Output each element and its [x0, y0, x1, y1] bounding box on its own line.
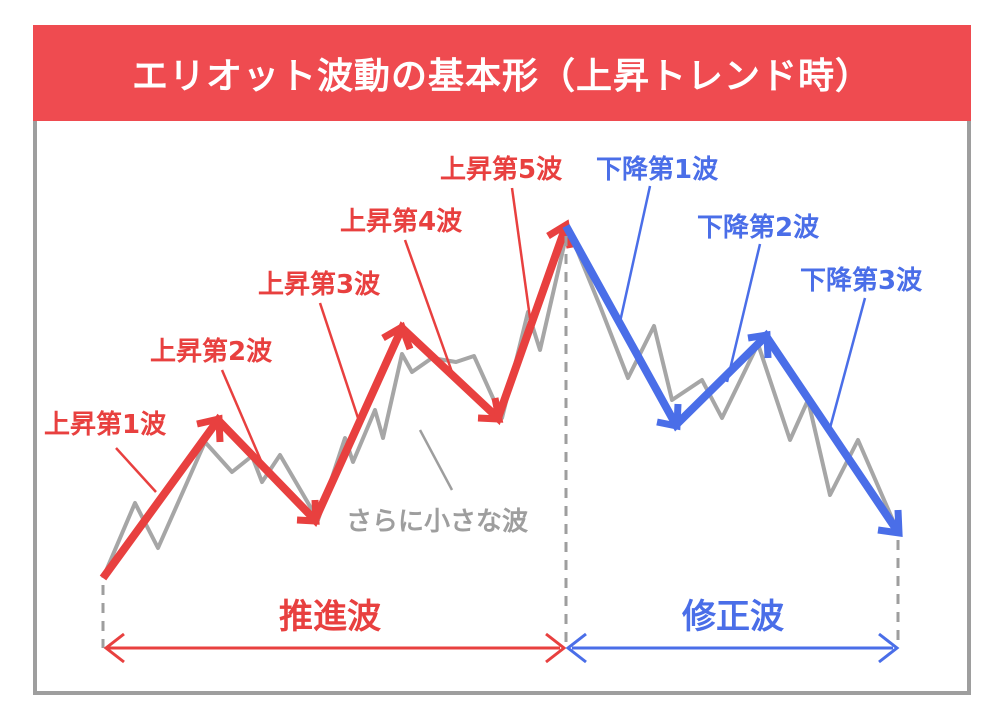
pointer-up3: [318, 302, 360, 419]
impulse-wave-line: [99, 224, 570, 581]
label-impulse: 推進波: [279, 597, 381, 637]
label-up2: 上昇第2波: [150, 336, 273, 367]
label-down3: 下降第3波: [800, 265, 923, 296]
label-up4: 上昇第4波: [340, 206, 463, 237]
page-title: エリオット波動の基本形（上昇トレンド時）: [131, 56, 872, 97]
label-small-waves: さらに小さな波: [346, 507, 529, 537]
pointer-down2: [725, 243, 762, 383]
arrowhead-wave3: [381, 321, 414, 351]
label-up5: 上昇第5波: [440, 154, 563, 185]
arrowhead-down2: [747, 330, 772, 359]
pointer-up2: [220, 369, 267, 471]
label-down2: 下降第2波: [697, 212, 820, 243]
arrowhead-wave2: [296, 499, 320, 525]
label-down1: 下降第1波: [596, 154, 719, 185]
impulse-arrow-right-head: [545, 632, 567, 664]
arrowhead-wave5: [546, 219, 574, 249]
arrowhead-wave1: [196, 414, 224, 443]
impulse-arrow-left-head: [103, 632, 125, 664]
arrowhead-down3: [877, 509, 903, 538]
label-corrective: 修正波: [681, 597, 784, 637]
pointer-up5: [510, 187, 532, 319]
label-up3: 上昇第3波: [258, 269, 381, 300]
corrective-arrow-right-head: [878, 632, 900, 664]
arrowhead-wave4: [477, 397, 504, 423]
title-banner: エリオット波動の基本形（上昇トレンド時）: [33, 25, 971, 121]
corrective-arrow-left-head: [565, 632, 587, 664]
label-up1: 上昇第1波: [44, 409, 167, 440]
small-wave-line: [101, 226, 900, 579]
pointer-up4: [403, 239, 454, 373]
corrective-wave-line: [562, 224, 902, 535]
pointer-small-waves: [418, 429, 454, 491]
pointer-up1: [115, 447, 157, 493]
diagram-frame: [33, 25, 971, 695]
pointer-down3: [828, 297, 867, 429]
arrowhead-down1: [656, 403, 682, 431]
pointer-down1: [618, 185, 652, 323]
